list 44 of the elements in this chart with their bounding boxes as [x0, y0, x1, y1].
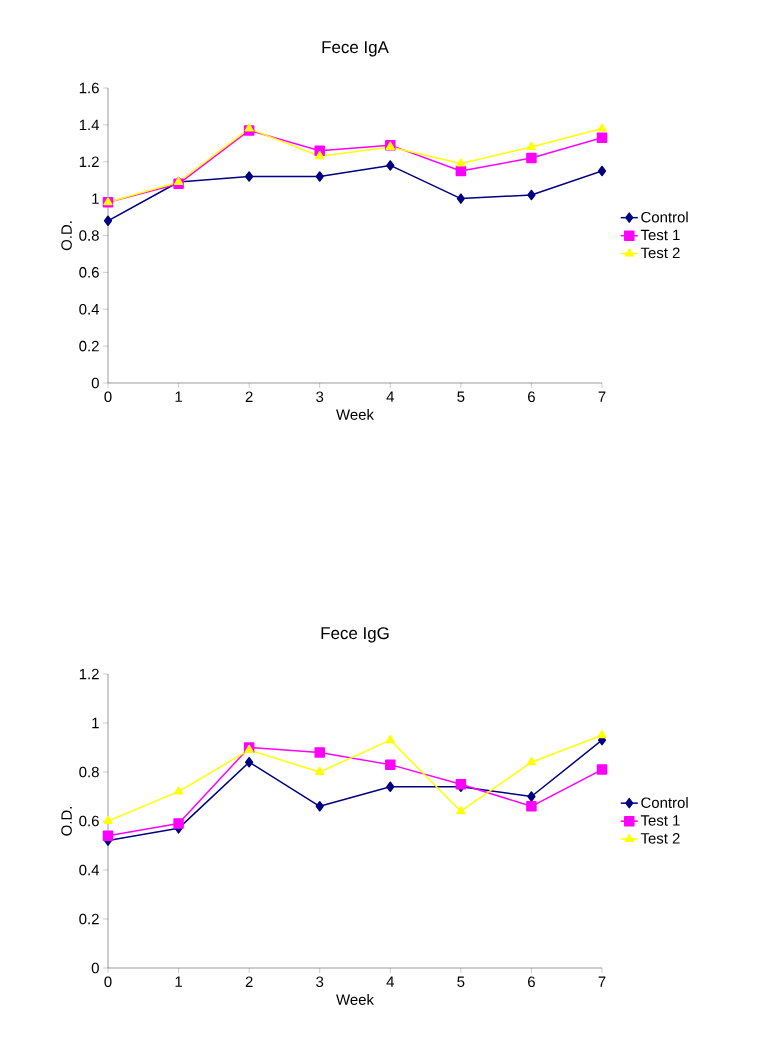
- y-tick-label: 1: [92, 717, 99, 729]
- x-tick-label: 0: [104, 976, 112, 988]
- y-tick-label: 0.2: [79, 340, 99, 352]
- x-tick-label: 5: [457, 976, 465, 987]
- x-tick-label: 3: [316, 391, 324, 403]
- y-tick-label: 0.8: [79, 766, 99, 778]
- legend-label: Control: [641, 797, 688, 808]
- y-tick-label: 0.4: [79, 303, 100, 315]
- legend-label: Test 2: [640, 247, 680, 259]
- x-tick-label: 0: [104, 391, 112, 403]
- x-tick-label: 6: [528, 391, 535, 403]
- y-tick-label: 0.6: [79, 267, 99, 278]
- legend-label: Test 1: [640, 815, 680, 826]
- y-tick-label: 1.2: [79, 156, 99, 167]
- chart-title: Fece IgG: [321, 627, 389, 643]
- x-tick-label: 5: [457, 391, 465, 402]
- y-tick-label: 0.4: [79, 864, 100, 876]
- y-tick-label: 1: [92, 193, 99, 204]
- y-tick-label: 0.8: [79, 230, 99, 241]
- x-tick-label: 6: [528, 976, 535, 988]
- x-tick-label: 7: [598, 391, 606, 402]
- y-axis-title: O.D.: [61, 807, 72, 836]
- y-tick-label: 0.2: [79, 913, 99, 925]
- y-tick-label: 0.6: [79, 815, 99, 827]
- y-axis-title: O.D.: [61, 221, 72, 251]
- y-tick-label: 1.2: [79, 668, 99, 680]
- x-axis-title: Week: [336, 408, 374, 420]
- x-axis-title: Week: [336, 993, 374, 1005]
- x-tick-label: 1: [175, 976, 182, 987]
- x-tick-label: 4: [386, 391, 395, 402]
- legend-label: Control: [641, 211, 688, 223]
- x-tick-label: 2: [245, 391, 253, 402]
- legend-label: Test 2: [640, 833, 680, 844]
- legend-label: Test 1: [640, 229, 680, 241]
- x-tick-label: 4: [386, 976, 395, 987]
- x-tick-label: 2: [245, 976, 253, 987]
- x-tick-label: 3: [316, 976, 324, 988]
- x-tick-label: 1: [175, 391, 182, 402]
- y-tick-label: 0: [91, 377, 99, 389]
- y-tick-label: 1.6: [79, 82, 99, 94]
- y-tick-label: 0: [91, 962, 99, 974]
- y-tick-label: 1.4: [79, 119, 100, 131]
- x-tick-label: 7: [598, 976, 606, 987]
- chart-title: Fece IgA: [322, 41, 389, 57]
